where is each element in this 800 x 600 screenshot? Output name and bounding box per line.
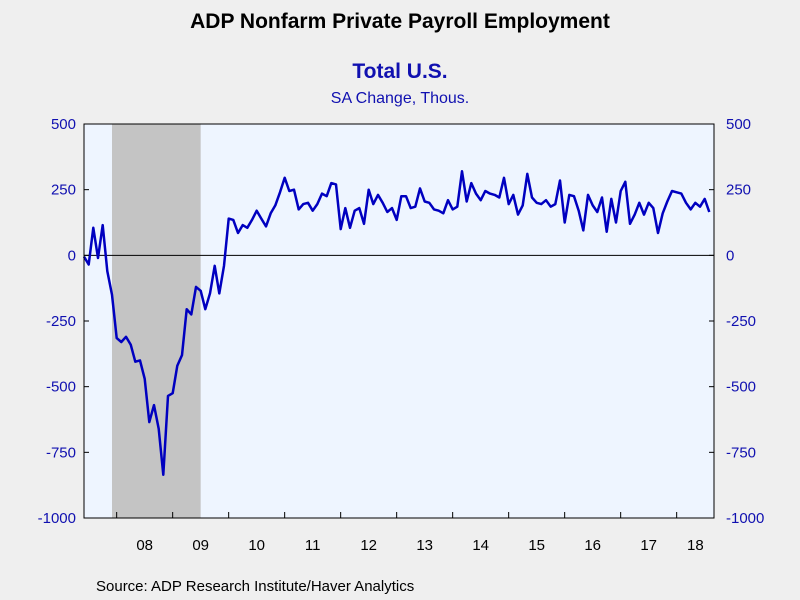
- chart-units: SA Change, Thous.: [330, 90, 470, 107]
- y-tick-label-left: -250: [46, 313, 76, 330]
- y-tick-label-left: 0: [68, 247, 76, 264]
- y-tick-label-right: -250: [726, 313, 756, 330]
- y-tick-label-right: 250: [726, 182, 751, 199]
- x-tick-label: 11: [305, 537, 321, 554]
- x-tick-label: 14: [472, 537, 489, 554]
- y-tick-label-left: -1000: [38, 510, 76, 527]
- chart-title: ADP Nonfarm Private Payroll Employment: [190, 10, 610, 33]
- chart-source: Source: ADP Research Institute/Haver Ana…: [96, 578, 415, 595]
- recession-shading: [112, 124, 201, 518]
- y-tick-label-right: 0: [726, 247, 734, 264]
- x-tick-label: 16: [584, 537, 601, 554]
- x-tick-label: 09: [192, 537, 209, 554]
- y-tick-label-left: 500: [51, 116, 76, 133]
- chart-subtitle: Total U.S.: [352, 60, 448, 83]
- series-line-0: [82, 170, 711, 476]
- y-tick-label-right: 500: [726, 116, 751, 133]
- y-tick-label-right: -750: [726, 444, 756, 461]
- x-tick-label: 13: [416, 537, 433, 554]
- x-tick-label: 15: [528, 537, 545, 554]
- y-tick-label-left: 250: [51, 182, 76, 199]
- x-tick-label: 12: [360, 537, 377, 554]
- x-tick-label: 08: [136, 537, 153, 554]
- y-tick-label-left: -500: [46, 379, 76, 396]
- x-tick-label: 10: [248, 537, 265, 554]
- y-tick-label-right: -500: [726, 379, 756, 396]
- x-tick-label: 17: [640, 537, 657, 554]
- y-tick-label-right: -1000: [726, 510, 764, 527]
- y-tick-label-left: -750: [46, 444, 76, 461]
- x-tick-label: 18: [687, 537, 704, 554]
